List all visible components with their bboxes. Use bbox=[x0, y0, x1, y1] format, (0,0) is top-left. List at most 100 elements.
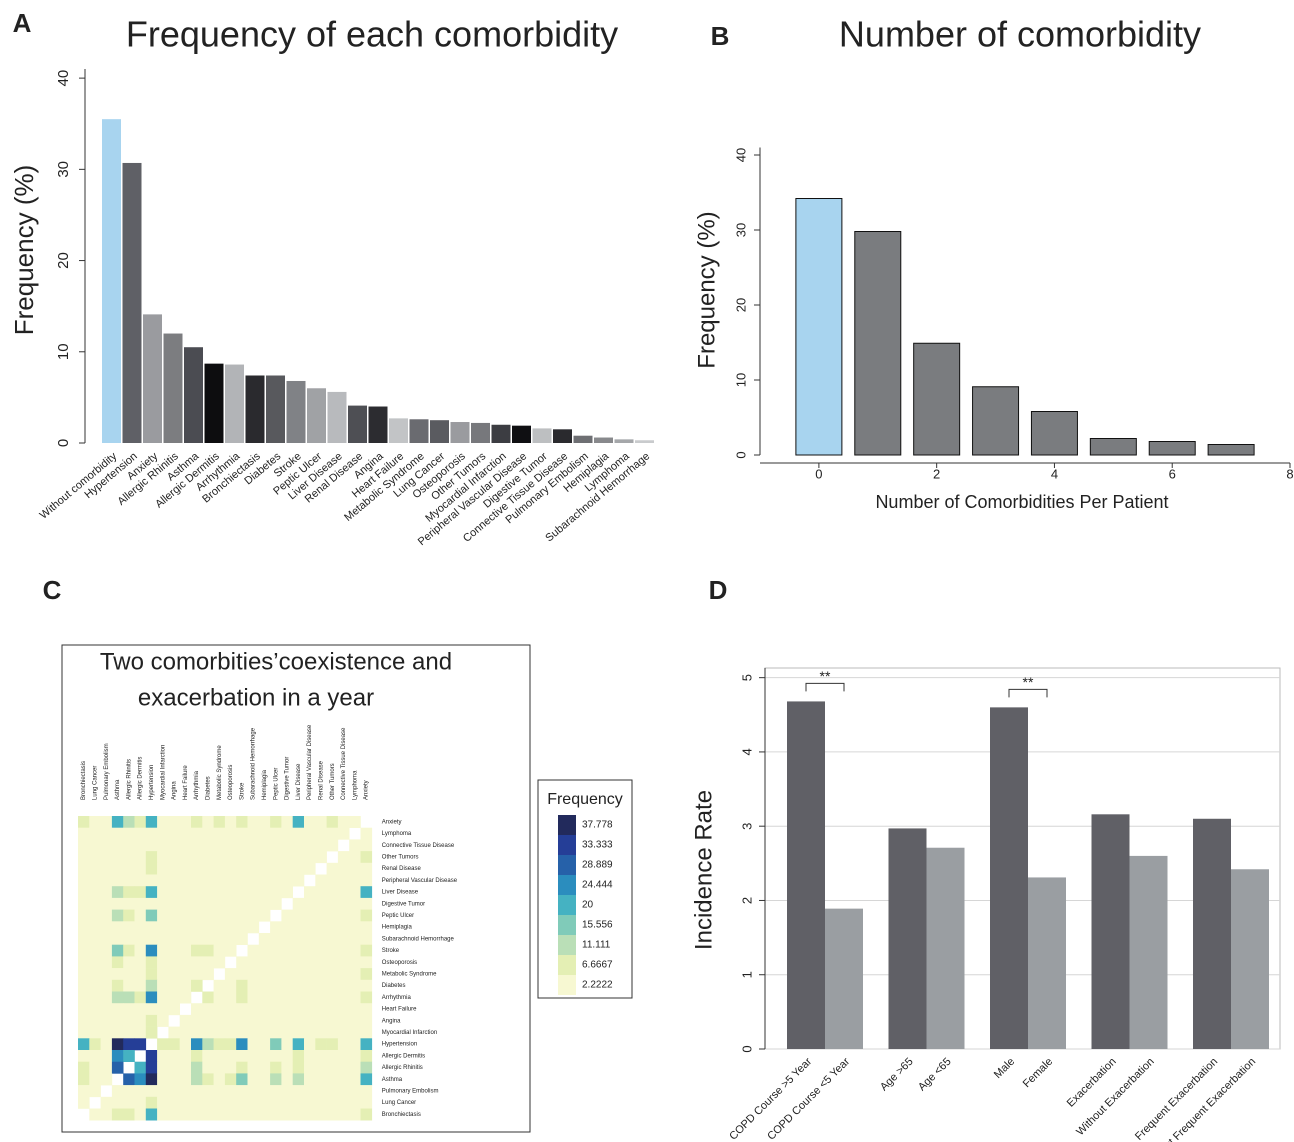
heatmap-cell bbox=[89, 1085, 101, 1098]
heatmap-cell bbox=[157, 862, 169, 875]
heatmap-cell bbox=[213, 909, 226, 922]
bar bbox=[184, 347, 203, 443]
heatmap-cell bbox=[349, 862, 361, 875]
heatmap-cell bbox=[145, 816, 158, 828]
heatmap-cell bbox=[315, 909, 327, 922]
heatmap-cell bbox=[360, 1014, 373, 1027]
heatmap-cell bbox=[191, 816, 203, 828]
heatmap-cell bbox=[326, 991, 339, 1004]
heatmap-cell bbox=[157, 909, 169, 922]
heatmap-cell bbox=[191, 874, 203, 887]
heatmap-cell bbox=[78, 1061, 90, 1074]
heatmap-cell bbox=[89, 944, 101, 957]
heatmap-cell bbox=[349, 1050, 361, 1062]
bar bbox=[307, 388, 326, 443]
heatmap-cell bbox=[179, 1073, 192, 1086]
column-label: Hemiplagia bbox=[262, 769, 268, 800]
heatmap-cell bbox=[168, 933, 180, 945]
row-label: Asthma bbox=[382, 1077, 403, 1083]
y-tick-label: 30 bbox=[733, 223, 748, 237]
heatmap-cell bbox=[258, 991, 271, 1004]
heatmap-cell bbox=[326, 944, 339, 957]
heatmap-cell bbox=[360, 909, 373, 922]
x-tick-label: 4 bbox=[1051, 466, 1058, 481]
heatmap-cell bbox=[270, 862, 282, 875]
heatmap-cell bbox=[168, 1096, 180, 1109]
column-label: Liver Disease bbox=[296, 763, 302, 800]
heatmap-cell bbox=[78, 827, 90, 840]
heatmap-cell bbox=[326, 1050, 339, 1062]
heatmap-cell bbox=[337, 944, 350, 957]
heatmap-cell bbox=[100, 1108, 113, 1121]
heatmap-cell bbox=[191, 851, 203, 864]
heatmap-cell bbox=[304, 1026, 316, 1039]
heatmap-cell bbox=[224, 874, 237, 887]
heatmap-cell bbox=[315, 944, 327, 957]
bar bbox=[1231, 869, 1269, 1049]
row-label: Arrhythmia bbox=[382, 995, 412, 1001]
heatmap-cell bbox=[281, 1050, 293, 1062]
bar bbox=[266, 375, 285, 443]
bar bbox=[888, 828, 927, 1049]
bar bbox=[102, 119, 121, 444]
heatmap-cell bbox=[236, 1096, 248, 1109]
heatmap-cell bbox=[89, 1050, 101, 1062]
row-label: Subarachnoid Hemorrhage bbox=[382, 936, 455, 942]
heatmap-cell bbox=[179, 968, 192, 981]
heatmap-cell bbox=[145, 827, 158, 840]
heatmap-cell bbox=[89, 816, 101, 828]
heatmap-cell bbox=[315, 921, 327, 934]
heatmap-cell bbox=[111, 827, 124, 840]
heatmap-cell bbox=[224, 1108, 237, 1121]
heatmap-cell bbox=[168, 862, 180, 875]
heatmap-cell bbox=[315, 968, 327, 981]
heatmap-cell bbox=[123, 909, 135, 922]
heatmap-cell bbox=[281, 862, 293, 875]
heatmap-cell bbox=[326, 909, 339, 922]
heatmap-cell bbox=[89, 1003, 101, 1016]
heatmap-cell bbox=[270, 851, 282, 864]
column-label: Osteoporosis bbox=[228, 765, 234, 800]
heatmap-cell bbox=[337, 979, 350, 992]
column-label: Myocardial Infarction bbox=[160, 745, 166, 800]
heatmap-cell bbox=[349, 886, 361, 899]
heatmap-cell bbox=[111, 1038, 124, 1051]
heatmap-cell bbox=[168, 839, 180, 852]
bar bbox=[913, 342, 961, 456]
heatmap-cell bbox=[236, 968, 248, 981]
heatmap-cell bbox=[123, 1096, 135, 1109]
heatmap-cell bbox=[236, 816, 248, 828]
heatmap-cell bbox=[247, 874, 260, 887]
heatmap-cell bbox=[145, 944, 158, 957]
heatmap-cell bbox=[349, 968, 361, 981]
heatmap-cell bbox=[270, 944, 282, 957]
heatmap-cell bbox=[134, 968, 147, 981]
heatmap-cell bbox=[191, 886, 203, 899]
heatmap-cell bbox=[213, 827, 226, 840]
bar bbox=[122, 162, 142, 443]
bar bbox=[532, 428, 552, 443]
heatmap-cell bbox=[111, 1026, 124, 1039]
heatmap-cell bbox=[337, 816, 350, 828]
heatmap-cell bbox=[258, 1050, 271, 1062]
heatmap-cell bbox=[78, 979, 90, 992]
heatmap-cell bbox=[191, 921, 203, 934]
heatmap-cell bbox=[179, 874, 192, 887]
heatmap-cell bbox=[258, 1061, 271, 1074]
row-label: Osteoporosis bbox=[382, 960, 417, 966]
heatmap-cell bbox=[292, 1026, 305, 1039]
heatmap-cell bbox=[145, 1026, 158, 1039]
heatmap-cell bbox=[168, 1038, 180, 1051]
heatmap-cell bbox=[349, 921, 361, 934]
heatmap-cell bbox=[78, 1026, 90, 1039]
heatmap-cell bbox=[236, 862, 248, 875]
heatmap-cell bbox=[258, 827, 271, 840]
heatmap-cell bbox=[191, 968, 203, 981]
heatmap-cell bbox=[157, 944, 169, 957]
heatmap-cell bbox=[337, 827, 350, 840]
heatmap-cell bbox=[349, 1096, 361, 1109]
heatmap-cell bbox=[202, 1073, 214, 1086]
heatmap-cell bbox=[292, 968, 305, 981]
column-label: Other Tumors bbox=[330, 763, 336, 800]
heatmap-cell bbox=[292, 979, 305, 992]
